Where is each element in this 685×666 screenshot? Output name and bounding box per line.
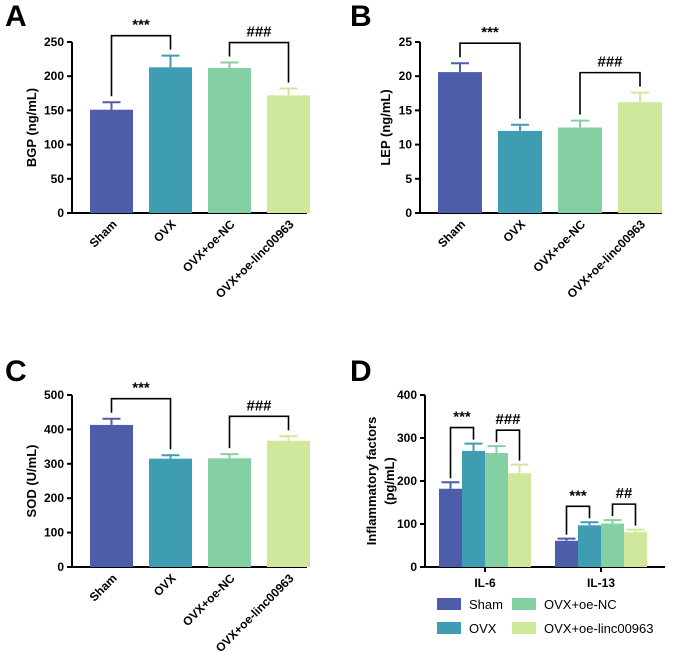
y-tick-label: 100 bbox=[44, 138, 64, 152]
y-tick-label: 20 bbox=[399, 69, 413, 83]
y-tick-label: 0 bbox=[405, 206, 412, 220]
legend-swatch bbox=[512, 598, 536, 610]
significance-bracket bbox=[579, 71, 641, 115]
bar bbox=[439, 488, 462, 567]
x-tick-label: OVX+oe-NC bbox=[180, 217, 238, 275]
bar bbox=[555, 540, 578, 567]
x-tick-label: IL-13 bbox=[587, 576, 615, 590]
panel-d: D 0 100 200 300 400 IL-6 IL-13 Inflammatory fact… bbox=[350, 355, 665, 636]
legend-label: OVX bbox=[469, 621, 497, 636]
bar bbox=[624, 532, 647, 567]
panel-letter: D bbox=[350, 355, 372, 388]
y-tick-label: 0 bbox=[410, 560, 417, 574]
x-tick-label: OVX+oe-NC bbox=[530, 217, 588, 275]
y-tick-label: 100 bbox=[397, 517, 417, 531]
bar bbox=[267, 95, 310, 213]
bar bbox=[558, 127, 602, 213]
panel-letter: B bbox=[350, 0, 372, 33]
legend-label: OVX+oe-NC bbox=[544, 597, 617, 612]
bar bbox=[508, 473, 531, 567]
significance-label: ### bbox=[495, 411, 521, 428]
significance-label: *** bbox=[453, 409, 471, 426]
x-tick-label: OVX bbox=[151, 217, 179, 245]
y-tick-label: 150 bbox=[44, 103, 64, 117]
bar bbox=[149, 67, 192, 213]
x-tick-label: Sham bbox=[87, 571, 120, 604]
bar bbox=[462, 450, 485, 567]
panel-letter: A bbox=[5, 0, 27, 33]
bar bbox=[208, 458, 251, 567]
y-tick-label: 300 bbox=[397, 431, 417, 445]
bar bbox=[438, 72, 482, 213]
y-axis-label: SOD (U/mL) bbox=[24, 445, 39, 518]
y-tick-label: 0 bbox=[57, 560, 64, 574]
y-tick-label: 200 bbox=[397, 474, 417, 488]
significance-bracket bbox=[459, 42, 521, 119]
x-tick-label: Sham bbox=[87, 217, 120, 250]
legend: Sham OVX+oe-NC OVX OVX+oe-linc00963 bbox=[437, 597, 654, 636]
significance-bracket bbox=[611, 503, 637, 526]
y-tick-label: 500 bbox=[44, 388, 64, 402]
bar bbox=[498, 130, 542, 213]
y-axis-label-line2: (pg/mL) bbox=[382, 457, 397, 505]
significance-bracket bbox=[110, 397, 172, 450]
significance-label: *** bbox=[132, 380, 150, 397]
y-tick-label: 400 bbox=[44, 422, 64, 436]
y-tick-label: 0 bbox=[57, 206, 64, 220]
significance-bracket bbox=[110, 34, 172, 97]
y-tick-label: 200 bbox=[44, 69, 64, 83]
significance-bracket bbox=[495, 429, 521, 461]
y-axis-label: LEP (ng/mL) bbox=[378, 89, 393, 165]
significance-label: ### bbox=[246, 24, 272, 41]
legend-swatch bbox=[512, 622, 536, 634]
bar bbox=[90, 424, 133, 567]
y-tick-label: 5 bbox=[405, 172, 412, 186]
significance-bracket bbox=[565, 505, 591, 535]
significance-label: ### bbox=[597, 54, 623, 71]
significance-label: *** bbox=[569, 487, 587, 504]
y-tick-label: 15 bbox=[399, 103, 413, 117]
bar bbox=[149, 458, 192, 567]
x-tick-label: IL-6 bbox=[474, 576, 496, 590]
y-tick-label: 100 bbox=[44, 526, 64, 540]
significance-label: ### bbox=[246, 397, 272, 414]
bar bbox=[267, 440, 310, 567]
significance-label: *** bbox=[481, 24, 499, 41]
legend-swatch bbox=[437, 598, 461, 610]
significance-label: *** bbox=[132, 17, 150, 34]
legend-swatch bbox=[437, 622, 461, 634]
bar bbox=[601, 523, 624, 567]
x-tick-label: OVX bbox=[500, 217, 528, 245]
y-axis-label-line1: Inflammatory factors bbox=[364, 417, 379, 546]
y-tick-label: 300 bbox=[44, 457, 64, 471]
bar bbox=[578, 525, 601, 567]
x-tick-label: OVX+oe-NC bbox=[180, 571, 238, 629]
bar bbox=[208, 67, 251, 213]
y-tick-label: 50 bbox=[51, 172, 65, 186]
x-tick-label: Sham bbox=[435, 217, 468, 250]
significance-label: ## bbox=[616, 485, 633, 502]
significance-bracket bbox=[449, 426, 475, 479]
bar bbox=[90, 109, 133, 213]
legend-label: OVX+oe-linc00963 bbox=[544, 621, 654, 636]
bar bbox=[485, 453, 508, 567]
bar bbox=[618, 102, 662, 213]
y-tick-label: 250 bbox=[44, 35, 64, 49]
legend-label: Sham bbox=[469, 597, 503, 612]
y-tick-label: 400 bbox=[397, 388, 417, 402]
panel-letter: C bbox=[5, 355, 27, 388]
significance-bracket bbox=[228, 415, 290, 449]
y-tick-label: 25 bbox=[399, 35, 413, 49]
y-axis-label: BGP (ng/mL) bbox=[24, 88, 39, 167]
y-tick-label: 200 bbox=[44, 491, 64, 505]
x-tick-label: OVX bbox=[151, 571, 179, 599]
y-tick-label: 10 bbox=[399, 138, 413, 152]
significance-bracket bbox=[228, 41, 290, 83]
